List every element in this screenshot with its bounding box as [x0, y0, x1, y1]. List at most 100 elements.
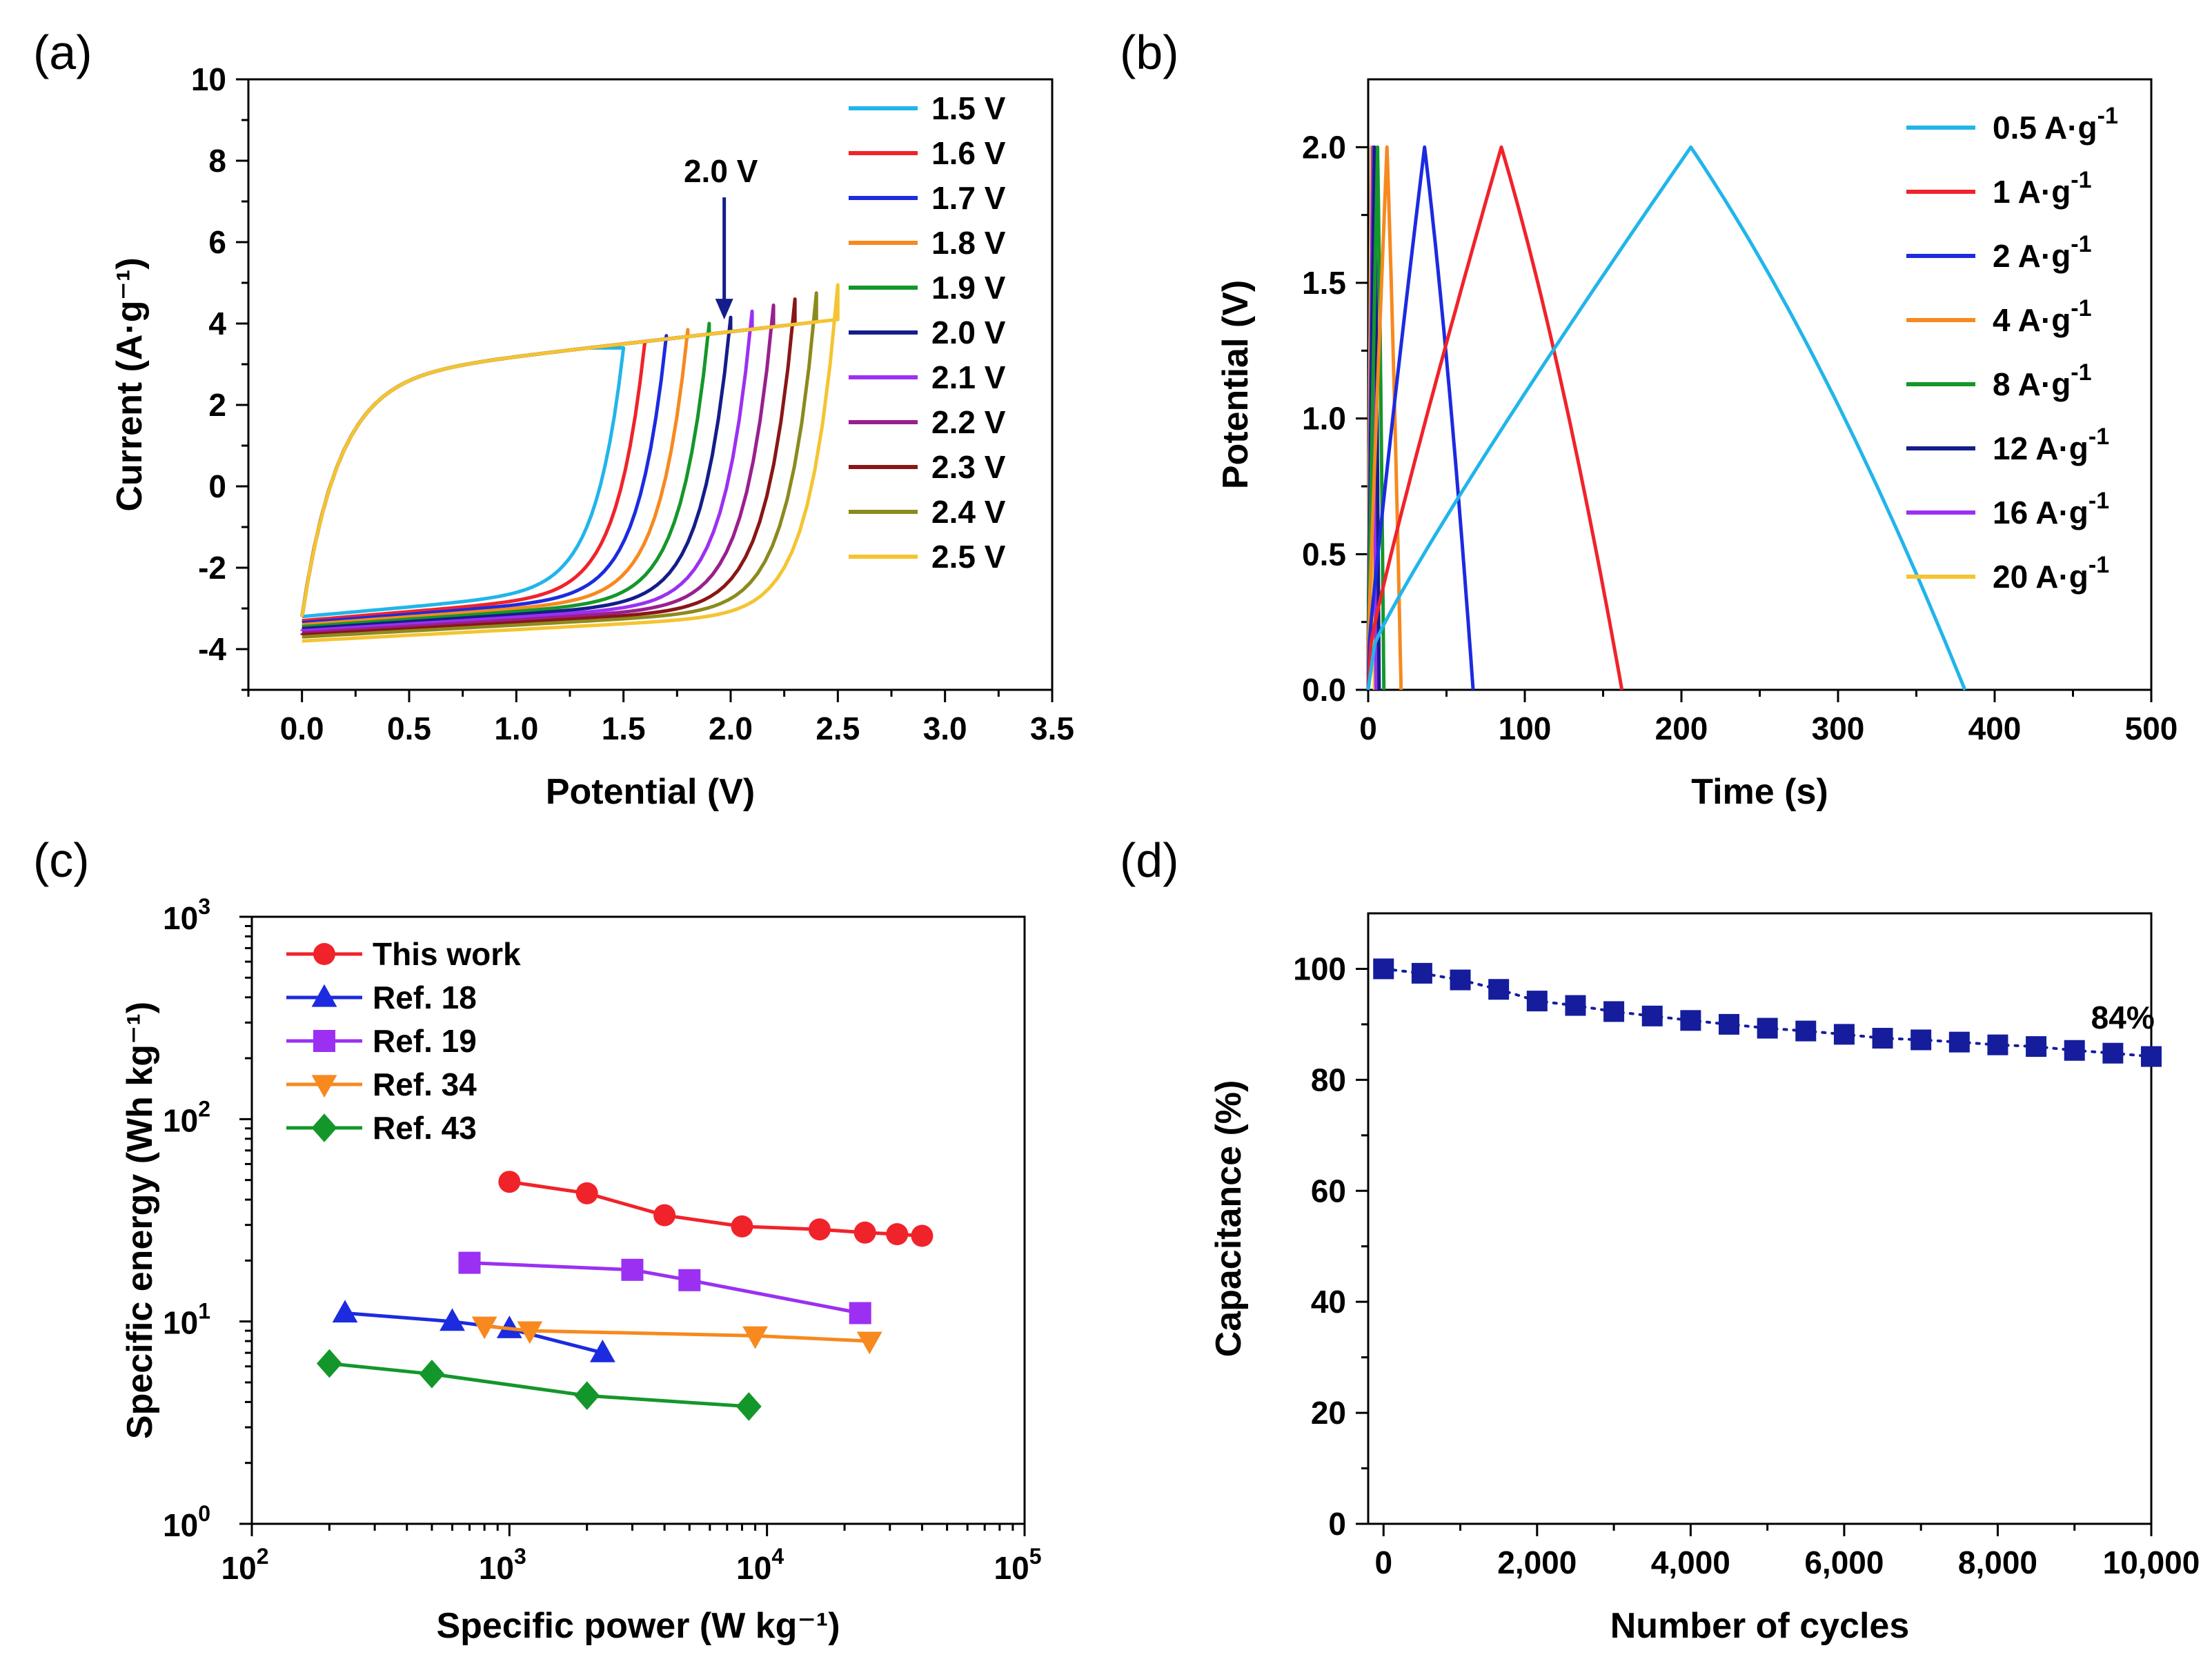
data-point — [849, 1302, 871, 1324]
legend-label: 2.3 V — [931, 449, 1006, 485]
tick-base: 10 — [163, 1507, 198, 1543]
data-point — [1488, 979, 1510, 1000]
y-tick-label: 0 — [1328, 1506, 1346, 1542]
x-tick-label: 0.5 — [387, 711, 431, 746]
y-tick-label: -4 — [198, 631, 226, 667]
tick-base: 10 — [479, 1550, 514, 1586]
legend-label: 2.2 V — [931, 404, 1006, 440]
x-tick-label: 2,000 — [1497, 1545, 1577, 1580]
y-tick-label: 4 — [208, 306, 226, 341]
tick-exponent: 5 — [1029, 1544, 1042, 1569]
tick-exponent: 0 — [198, 1501, 210, 1526]
cv-curve — [300, 291, 818, 639]
data-point — [589, 1339, 615, 1362]
data-point — [1450, 969, 1471, 991]
panel-a: (a) 0.0 0.5 1.0 1.5 2.0 2.5 3.0 3.5 -4 -2 0 2 4 6 8 10 Po… — [0, 0, 1106, 834]
x-tick-label: 103 — [479, 1544, 526, 1586]
tick-exponent: 1 — [198, 1299, 210, 1324]
tick-base: 10 — [163, 1305, 198, 1341]
legend-label: Ref. 43 — [373, 1110, 477, 1146]
legend-label: 2 A·g-1 — [1993, 231, 2092, 274]
y-tick-label: 0.0 — [1302, 672, 1346, 708]
series-line — [329, 1362, 749, 1409]
tick-base: 10 — [221, 1550, 257, 1586]
legend-superscript: -1 — [2071, 359, 2091, 386]
data-point — [574, 1381, 600, 1410]
data-point — [316, 1349, 342, 1378]
data-point — [856, 1331, 882, 1355]
legend-label: This work — [373, 936, 521, 972]
x-axis-title: Time (s) — [1691, 772, 1828, 812]
data-point — [575, 1182, 598, 1204]
legend-superscript: -1 — [2071, 295, 2091, 321]
y-tick-label: 102 — [163, 1096, 210, 1138]
panel-c: (c) 102 103 104 105 100 101 102 103 Specific powe… — [0, 834, 1106, 1668]
panel-label: (a) — [33, 26, 92, 79]
data-point — [808, 1218, 831, 1241]
legend-marker — [313, 1030, 335, 1052]
x-tick-label: 1.0 — [494, 711, 538, 746]
cv-curve — [300, 321, 711, 628]
y-tick-label: -2 — [198, 550, 226, 586]
tick-base: 10 — [994, 1550, 1029, 1586]
legend-text: 0.5 A·g — [1993, 110, 2097, 146]
x-axis-title: Number of cycles — [1610, 1606, 1910, 1646]
legend-label: 1.7 V — [931, 180, 1006, 216]
legend-text: 1 A·g — [1993, 174, 2071, 210]
plot-frame — [247, 78, 1054, 691]
x-axis-title: Specific power (W kg⁻¹) — [436, 1606, 840, 1646]
legend-label: Ref. 19 — [373, 1023, 477, 1059]
x-tick-label: 1.5 — [602, 711, 646, 746]
data-point — [853, 1221, 876, 1244]
x-tick-label: 2.5 — [816, 711, 860, 746]
legend-superscript: -1 — [2097, 103, 2118, 129]
legend-label: 20 A·g-1 — [1993, 552, 2109, 595]
data-point — [621, 1258, 644, 1281]
legend-label: 2.1 V — [931, 359, 1006, 395]
data-point — [332, 1300, 358, 1323]
panel-d: (d) 0 2,000 4,000 6,000 8,000 10,000 0 20 40 60 80 1… — [1106, 834, 2212, 1668]
legend-label: 0.5 A·g-1 — [1993, 103, 2118, 146]
data-point — [735, 1392, 762, 1421]
x-tick-label: 0 — [1359, 711, 1377, 746]
gcd-curve — [1366, 145, 1967, 691]
data-point — [498, 1171, 521, 1193]
data-point — [1526, 991, 1548, 1012]
legend-label: 2.5 V — [931, 539, 1006, 575]
y-tick-label: 2 — [208, 387, 226, 423]
y-axis-title: Current (A·g⁻¹) — [110, 257, 150, 511]
cv-curve — [300, 283, 840, 643]
data-point — [1757, 1017, 1778, 1039]
y-axis-title: Potential (V) — [1216, 280, 1256, 489]
cv-chart: (a) 0.0 0.5 1.0 1.5 2.0 2.5 3.0 3.5 -4 -2 0 2 4 6 8 10 Po… — [33, 26, 1074, 812]
legend-label: 1.8 V — [931, 225, 1006, 261]
data-point — [1833, 1024, 1855, 1045]
data-point — [1603, 1001, 1625, 1022]
legend-marker — [311, 1113, 337, 1142]
tick-base: 10 — [163, 900, 198, 936]
data-point — [1795, 1020, 1817, 1042]
legend-label: Ref. 18 — [373, 980, 477, 1015]
x-tick-label: 100 — [1499, 711, 1552, 746]
data-point — [1565, 995, 1586, 1016]
data-point — [731, 1215, 753, 1238]
legend-text: 16 A·g — [1993, 495, 2088, 530]
y-tick-label: 100 — [1293, 951, 1346, 986]
panel-label: (c) — [33, 834, 90, 887]
x-tick-label: 105 — [994, 1544, 1042, 1586]
legend-label: 12 A·g-1 — [1993, 424, 2109, 466]
y-tick-label: 80 — [1311, 1062, 1346, 1098]
tick-base: 10 — [163, 1102, 198, 1138]
tick-base: 10 — [736, 1550, 771, 1586]
x-tick-label: 3.5 — [1030, 711, 1074, 746]
gcd-curve — [1366, 145, 1624, 691]
legend-label: Ref. 34 — [373, 1066, 477, 1102]
data-point — [419, 1360, 445, 1389]
data-point — [2026, 1036, 2047, 1058]
x-tick-label: 2.0 — [709, 711, 753, 746]
legend-superscript: -1 — [2088, 552, 2109, 578]
legend-superscript: -1 — [2088, 488, 2109, 514]
y-tick-label: 2.0 — [1302, 129, 1346, 165]
gcd-chart: (b) 0 100 200 300 400 500 0.0 0.5 1.0 1.5 2.0 Time (… — [1120, 26, 2178, 812]
panel-b: (b) 0 100 200 300 400 500 0.0 0.5 1.0 1.5 2.0 Time (… — [1106, 0, 2212, 834]
